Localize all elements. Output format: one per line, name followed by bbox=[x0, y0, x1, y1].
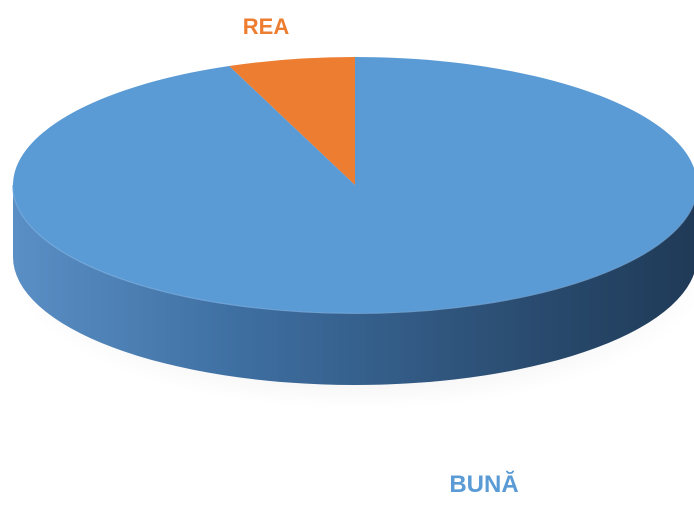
data-label-rea: REA bbox=[243, 14, 290, 39]
data-label-bună: BUNĂ bbox=[449, 470, 518, 498]
pie-slice-rea bbox=[229, 57, 355, 185]
pie-side-wall bbox=[13, 185, 694, 385]
pie-slice-bună bbox=[13, 57, 694, 313]
